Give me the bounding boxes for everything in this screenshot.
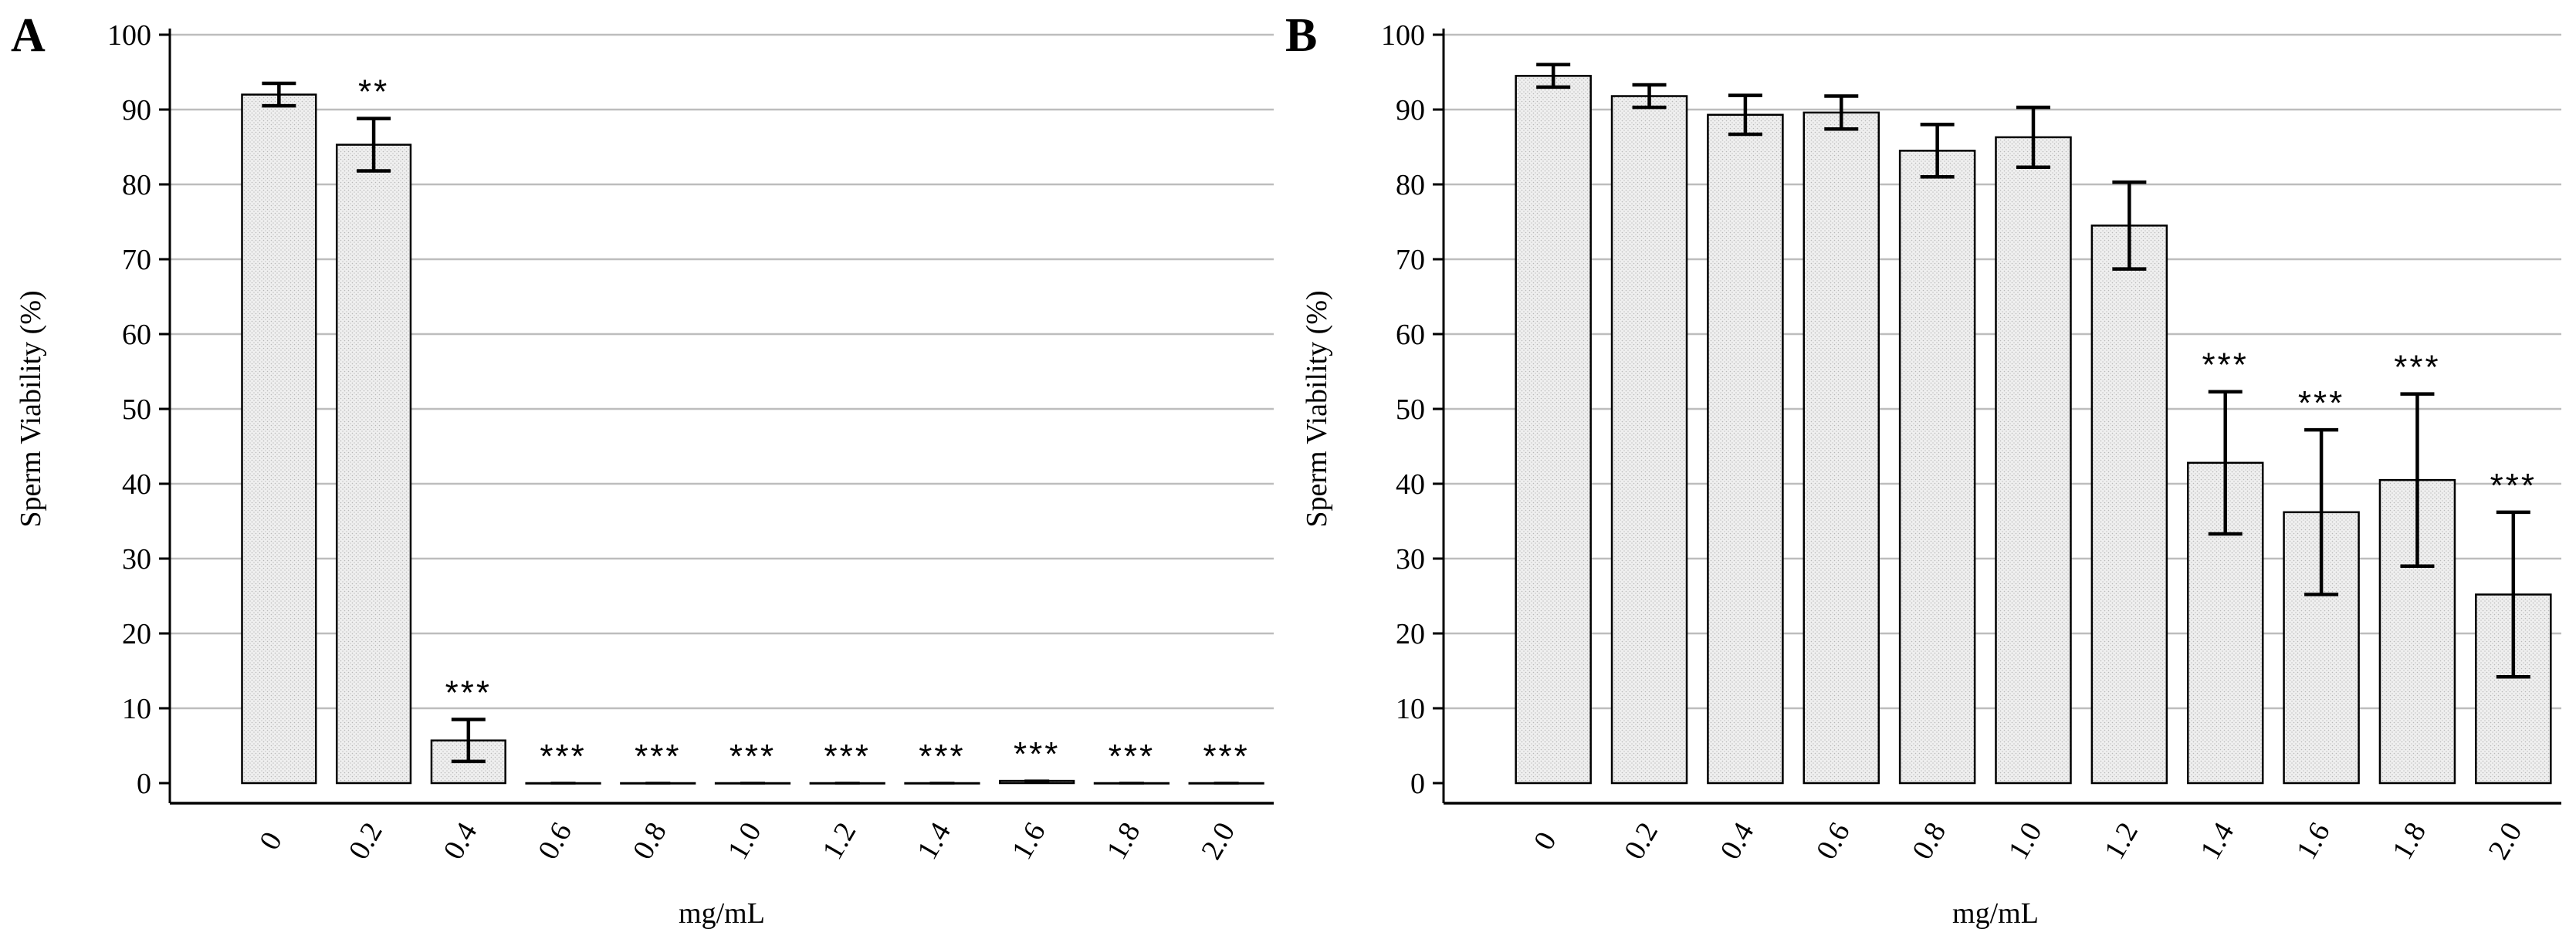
- x-axis-title: mg/mL: [1952, 897, 2039, 930]
- error-bar: [262, 81, 296, 108]
- y-tick-label: 40: [1396, 468, 1425, 501]
- y-tick-label: 40: [122, 468, 151, 501]
- panel-B: B 0 10 20 30 40 50 60 70 80 90 100 0 0.2 0.4 0.6 0.8 1.0 1…: [1285, 9, 2561, 930]
- bar: [1803, 111, 1880, 785]
- error-bar: [1824, 94, 1859, 131]
- x-tick-label: 1.4: [2194, 817, 2240, 865]
- y-tick-label: 90: [122, 94, 151, 127]
- y-tick-label: 60: [1396, 319, 1425, 351]
- y-tick-label: 60: [122, 319, 151, 351]
- y-tick-label: 10: [122, 693, 151, 725]
- x-tick-label: 0.4: [437, 817, 483, 865]
- x-tick-label: 0.6: [532, 817, 578, 865]
- significance-label: ***: [919, 738, 965, 775]
- y-tick-label: 30: [1396, 543, 1425, 576]
- error-bar: [2016, 105, 2050, 169]
- x-tick-label: 0: [1528, 826, 1563, 855]
- significance-label: ***: [2298, 384, 2344, 422]
- panel-letter: B: [1285, 9, 1317, 62]
- significance-label: ***: [729, 738, 776, 775]
- x-tick-label: 0.8: [1906, 817, 1952, 865]
- x-tick-label: 1.8: [2386, 817, 2432, 865]
- error-bar: [1632, 83, 1667, 110]
- x-tick-label: 0.2: [343, 817, 389, 865]
- significance-label: ***: [635, 738, 681, 775]
- bar: [241, 93, 317, 785]
- significance-label: ***: [1014, 735, 1060, 773]
- y-axis-title: Sperm Viability (%): [15, 290, 47, 527]
- panel-letter: A: [11, 9, 46, 62]
- bar: [1610, 95, 1688, 785]
- y-tick-label: 100: [107, 19, 151, 52]
- x-tick-label: 1.0: [722, 817, 768, 865]
- x-tick-label: 2.0: [1195, 817, 1241, 865]
- significance-label: **: [358, 73, 389, 111]
- error-bar: [1728, 93, 1762, 137]
- error-bar: [357, 117, 391, 173]
- panel-A: A 0 10 20 30 40 50 60 70 80 90 100 0 ** 0.2 *** 0.4 *** 0.…: [11, 9, 1274, 930]
- significance-label: ***: [445, 674, 492, 712]
- bar: [1707, 113, 1784, 785]
- error-bar: [1920, 123, 1955, 179]
- x-tick-label: 1.0: [2002, 817, 2049, 865]
- x-tick-label: 1.8: [1100, 817, 1146, 865]
- x-tick-label: 0.8: [627, 817, 673, 865]
- error-bar: [2496, 510, 2530, 679]
- y-tick-label: 70: [122, 244, 151, 276]
- x-tick-label: 2.0: [2482, 817, 2528, 865]
- bar: [1995, 136, 2072, 785]
- y-tick-label: 20: [122, 618, 151, 650]
- y-tick-label: 70: [1396, 244, 1425, 276]
- significance-label: ***: [824, 738, 871, 775]
- significance-label: ***: [2394, 349, 2440, 387]
- x-tick-label: 1.6: [2290, 817, 2337, 865]
- x-tick-label: 1.4: [911, 817, 957, 865]
- significance-label: ***: [1109, 738, 1155, 775]
- y-tick-label: 10: [1396, 693, 1425, 725]
- bar: [2090, 225, 2168, 785]
- x-axis-title: mg/mL: [679, 897, 765, 930]
- y-tick-label: 0: [1410, 768, 1425, 800]
- x-tick-label: 1.2: [816, 817, 862, 865]
- panels: A01020304050607080901000**0.2***0.4***0.…: [11, 9, 2561, 930]
- error-bar: [2112, 180, 2147, 271]
- y-tick-label: 100: [1381, 19, 1425, 52]
- x-tick-label: 0.4: [1714, 817, 1760, 865]
- x-tick-label: 1.6: [1006, 817, 1052, 865]
- error-bar: [2304, 427, 2339, 596]
- bar: [335, 144, 412, 785]
- y-tick-label: 50: [122, 393, 151, 426]
- significance-label: ***: [1203, 738, 1249, 775]
- error-bar: [451, 718, 486, 764]
- error-bar: [2400, 392, 2435, 568]
- x-tick-label: 0: [253, 826, 289, 855]
- y-tick-label: 50: [1396, 393, 1425, 426]
- y-tick-label: 20: [1396, 618, 1425, 650]
- significance-label: ***: [540, 738, 586, 775]
- y-axis-title: Sperm Viability (%): [1301, 290, 1333, 527]
- y-tick-label: 30: [122, 543, 151, 576]
- y-tick-label: 80: [122, 169, 151, 201]
- x-tick-label: 0.2: [1618, 817, 1664, 865]
- significance-label: ***: [2490, 467, 2537, 505]
- y-tick-label: 90: [1396, 94, 1425, 127]
- error-bar: [1536, 62, 1571, 89]
- y-tick-label: 80: [1396, 169, 1425, 201]
- x-tick-label: 0.6: [1810, 817, 1857, 865]
- error-bar: [2208, 390, 2243, 536]
- significance-label: ***: [2202, 346, 2249, 384]
- bar: [1898, 150, 1976, 785]
- bar: [1515, 75, 1592, 785]
- y-tick-label: 0: [137, 768, 151, 800]
- x-tick-label: 1.2: [2098, 817, 2144, 865]
